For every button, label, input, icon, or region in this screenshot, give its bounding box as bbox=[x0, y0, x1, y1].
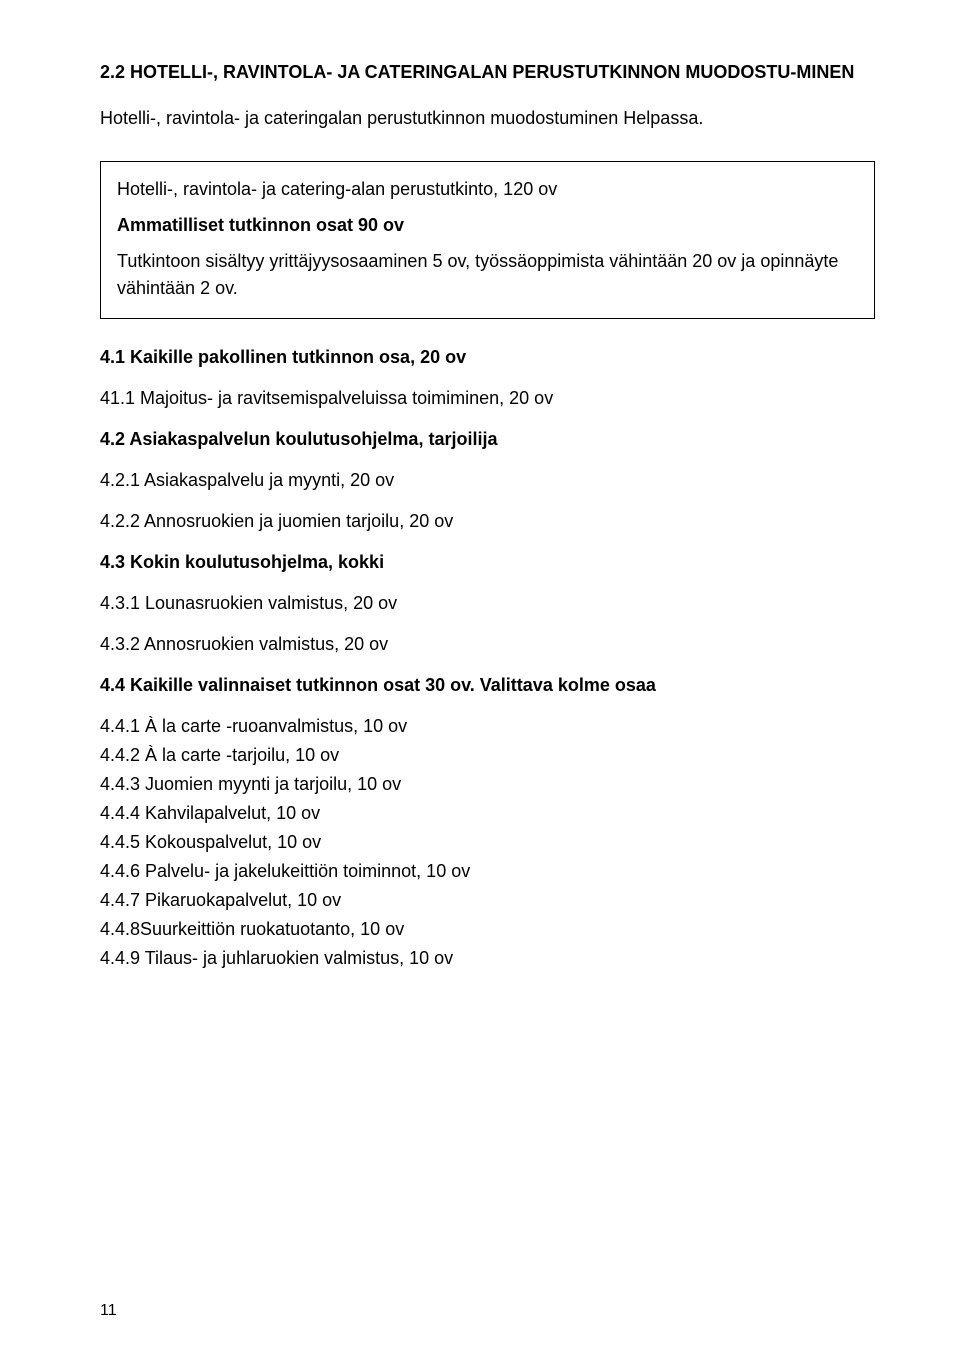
box-body: Tutkintoon sisältyy yrittäjyysosaaminen … bbox=[117, 248, 858, 302]
section-heading-44: 4.4 Kaikille valinnaiset tutkinnon osat … bbox=[100, 675, 875, 696]
list-item: 41.1 Majoitus- ja ravitsemispalveluissa … bbox=[100, 388, 875, 409]
document-page: 2.2 HOTELLI-, RAVINTOLA- JA CATERINGALAN… bbox=[0, 0, 960, 1360]
box-title: Hotelli-, ravintola- ja catering-alan pe… bbox=[117, 176, 858, 203]
section-heading-41: 4.1 Kaikille pakollinen tutkinnon osa, 2… bbox=[100, 347, 875, 368]
intro-text: Hotelli-, ravintola- ja cateringalan per… bbox=[100, 106, 875, 130]
list-item: 4.4.5 Kokouspalvelut, 10 ov bbox=[100, 832, 875, 853]
list-item: 4.4.9 Tilaus- ja juhlaruokien valmistus,… bbox=[100, 948, 875, 969]
info-box: Hotelli-, ravintola- ja catering-alan pe… bbox=[100, 161, 875, 319]
list-item: 4.4.7 Pikaruokapalvelut, 10 ov bbox=[100, 890, 875, 911]
list-item: 4.3.2 Annosruokien valmistus, 20 ov bbox=[100, 634, 875, 655]
list-item: 4.4.6 Palvelu- ja jakelukeittiön toiminn… bbox=[100, 861, 875, 882]
list-item: 4.2.1 Asiakaspalvelu ja myynti, 20 ov bbox=[100, 470, 875, 491]
list-item: 4.4.8Suurkeittiön ruokatuotanto, 10 ov bbox=[100, 919, 875, 940]
list-44: 4.4.1 À la carte -ruoanvalmistus, 10 ov … bbox=[100, 716, 875, 969]
section-heading-42: 4.2 Asiakaspalvelun koulutusohjelma, tar… bbox=[100, 429, 875, 450]
list-item: 4.3.1 Lounasruokien valmistus, 20 ov bbox=[100, 593, 875, 614]
main-heading: 2.2 HOTELLI-, RAVINTOLA- JA CATERINGALAN… bbox=[100, 60, 875, 84]
box-subheading: Ammatilliset tutkinnon osat 90 ov bbox=[117, 215, 858, 236]
list-item: 4.4.4 Kahvilapalvelut, 10 ov bbox=[100, 803, 875, 824]
list-item: 4.2.2 Annosruokien ja juomien tarjoilu, … bbox=[100, 511, 875, 532]
list-item: 4.4.2 À la carte -tarjoilu, 10 ov bbox=[100, 745, 875, 766]
page-number: 11 bbox=[100, 1302, 117, 1320]
list-item: 4.4.1 À la carte -ruoanvalmistus, 10 ov bbox=[100, 716, 875, 737]
section-heading-43: 4.3 Kokin koulutusohjelma, kokki bbox=[100, 552, 875, 573]
list-item: 4.4.3 Juomien myynti ja tarjoilu, 10 ov bbox=[100, 774, 875, 795]
